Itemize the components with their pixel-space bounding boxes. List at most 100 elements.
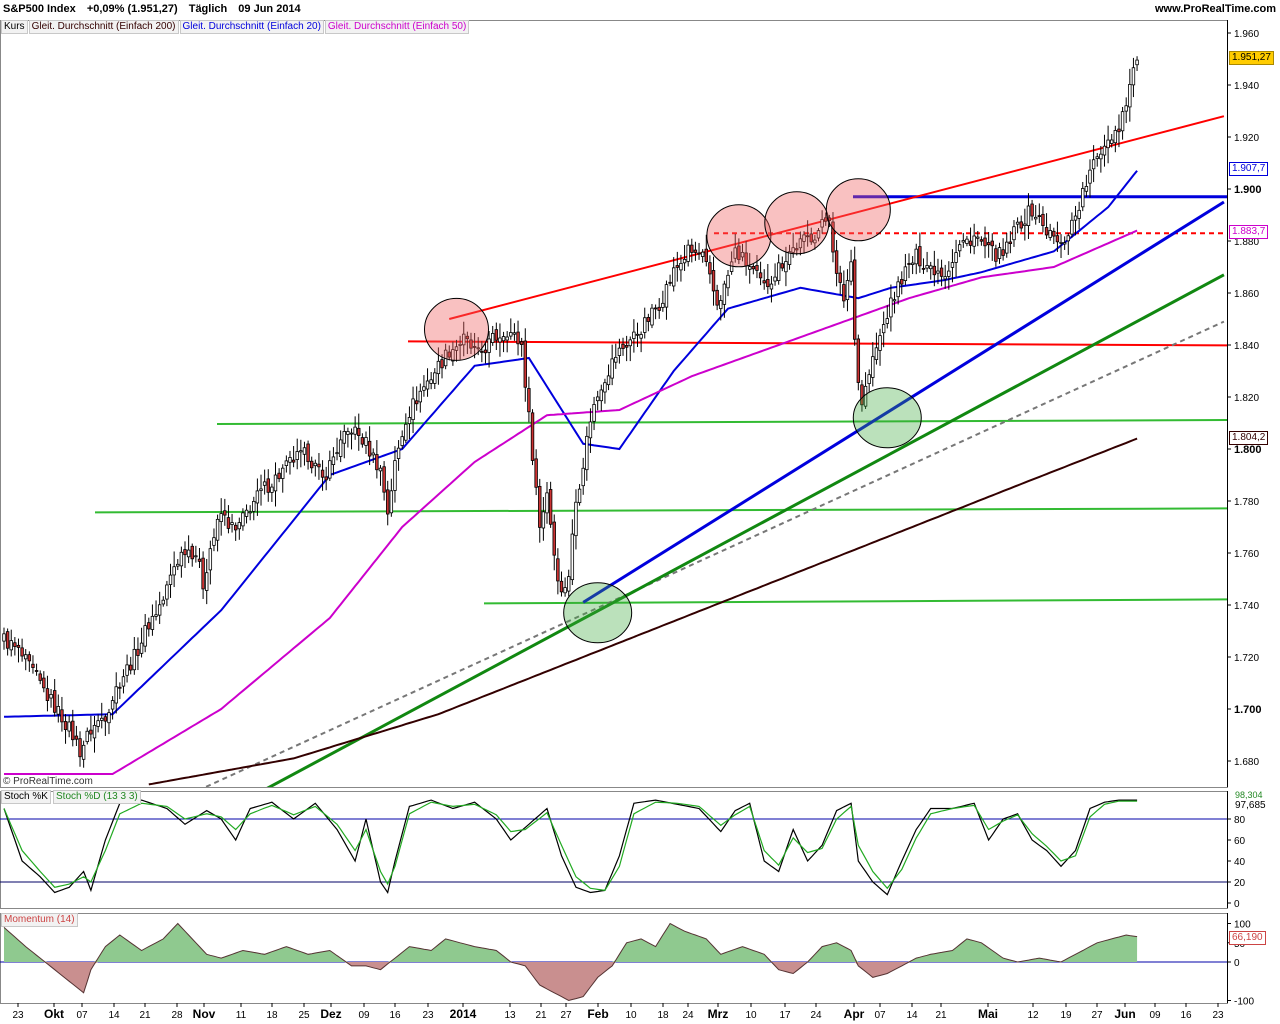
candle-down <box>755 265 759 271</box>
x-tick-label: 10 <box>745 1010 757 1021</box>
legend-stoch-d[interactable]: Stoch %D (13 3 3) <box>53 790 141 804</box>
legend-momentum[interactable]: Momentum (14) <box>1 913 78 927</box>
trendline-blue <box>582 200 1225 604</box>
candle-down <box>534 458 538 488</box>
price-tick-label: 1.780 <box>1234 497 1259 508</box>
watermark: © ProRealTime.com <box>3 776 93 787</box>
candle-up <box>353 426 357 435</box>
x-tick-label: 16 <box>1180 1010 1192 1021</box>
candle-up <box>422 386 426 391</box>
momentum-plot-area <box>3 922 1138 1002</box>
candle-up <box>393 460 397 491</box>
candle-up <box>1023 223 1027 226</box>
candle-down <box>1030 203 1034 217</box>
price-tick-label: 1.920 <box>1234 133 1259 144</box>
candle-up <box>252 500 256 512</box>
candle-down <box>13 642 17 647</box>
legend-ma200[interactable]: Gleit. Durchschnitt (Einfach 200) <box>28 20 179 34</box>
candle-up <box>650 307 654 326</box>
candle-down <box>856 338 861 383</box>
candle-up <box>936 270 940 274</box>
candle-up <box>313 462 318 467</box>
candle-up <box>664 284 669 308</box>
candle-up <box>1106 139 1110 149</box>
price-tick-label: 1.880 <box>1234 237 1259 248</box>
candle-up <box>2 633 6 642</box>
candle-down <box>838 272 842 283</box>
candle-down <box>907 263 911 265</box>
candle-down <box>266 478 270 493</box>
x-tick-label: 11 <box>236 1010 247 1021</box>
candle-down <box>1001 249 1005 256</box>
candle-up <box>943 276 947 280</box>
candle-down <box>480 350 484 353</box>
candle-up <box>259 488 263 491</box>
x-tick-label: Mai <box>978 1007 998 1021</box>
legend-ma20[interactable]: Gleit. Durchschnitt (Einfach 20) <box>179 20 324 34</box>
candle-down <box>624 345 629 348</box>
candle-down <box>516 331 520 345</box>
x-tick-label: 18 <box>266 1010 278 1021</box>
candle-down <box>128 664 133 671</box>
ma50-price-tag: 1.883,7 <box>1229 225 1269 239</box>
candle-up <box>328 460 332 479</box>
candle-up <box>157 604 162 616</box>
ma200-line <box>148 437 1138 786</box>
candle-up <box>56 706 60 715</box>
candle-up <box>1131 67 1136 86</box>
candle-up <box>961 240 965 243</box>
candle-down <box>559 580 564 593</box>
candle-down <box>1117 128 1121 133</box>
x-tick-label: Apr <box>844 1007 865 1021</box>
candle-up <box>476 347 480 350</box>
candle-down <box>20 647 24 657</box>
candle-down <box>621 343 625 349</box>
candle-up <box>273 474 278 492</box>
candle-up <box>896 281 900 298</box>
stoch-k-value-tag: 98,304 <box>1233 789 1265 801</box>
price-tick-label: 1.720 <box>1234 653 1259 664</box>
legend-price[interactable]: Kurs <box>1 20 28 34</box>
price-tick-label: 1.840 <box>1234 341 1259 352</box>
candle-up <box>595 396 600 402</box>
candle-up <box>349 432 354 435</box>
candle-up <box>342 431 346 444</box>
candle-up <box>150 615 155 630</box>
legend-ma50[interactable]: Gleit. Durchschnitt (Einfach 50) <box>324 20 470 34</box>
candle-down <box>527 388 531 413</box>
stoch-tick-label: 0 <box>1234 899 1240 910</box>
candle-down <box>414 400 419 405</box>
candle-down <box>538 485 542 528</box>
candle-down <box>375 454 379 471</box>
candle-up <box>241 512 245 527</box>
candle-down <box>824 217 828 222</box>
candle-down <box>309 460 314 469</box>
candle-down <box>63 721 68 731</box>
momentum-area-negative <box>4 962 1138 1001</box>
site-link[interactable]: www.ProRealTime.com <box>1154 3 1276 15</box>
candle-up <box>1081 188 1085 208</box>
candle-down <box>52 690 57 713</box>
candle-up <box>686 244 690 262</box>
legend-stoch-k[interactable]: Stoch %K <box>1 790 51 804</box>
candle-up <box>700 251 705 257</box>
candle-up <box>1066 235 1070 242</box>
candle-up <box>871 356 875 378</box>
candle-up <box>107 712 111 724</box>
candle-up <box>154 614 158 617</box>
candle-down <box>519 341 524 345</box>
momentum-tick-label: -100 <box>1234 997 1254 1008</box>
candle-up <box>1113 130 1118 144</box>
candle-down <box>809 233 813 243</box>
candle-up <box>784 261 788 273</box>
price-tick-label: 1.820 <box>1234 393 1259 404</box>
candle-up <box>9 640 13 651</box>
candle-down <box>697 252 701 255</box>
stochastic-panel: 0 20 40 60 80 <box>0 791 1246 910</box>
stoch-d-value-tag: 97,685 <box>1233 800 1268 812</box>
candle-up <box>85 730 89 743</box>
candle-down <box>990 240 994 247</box>
candle-up <box>237 522 241 530</box>
candle-up <box>925 265 929 269</box>
x-tick-label: Feb <box>587 1007 608 1021</box>
